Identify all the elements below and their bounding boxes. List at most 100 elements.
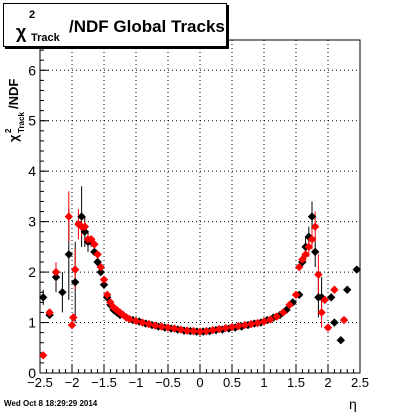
x-tick-label: 0.5 bbox=[223, 375, 241, 390]
title-text: /NDF Global Tracks bbox=[69, 17, 225, 36]
x-tick-label: −0.5 bbox=[155, 375, 181, 390]
data-point bbox=[77, 212, 86, 221]
data-point bbox=[80, 222, 89, 231]
data-point bbox=[96, 267, 105, 277]
data-point bbox=[74, 219, 83, 229]
data-point bbox=[125, 314, 134, 324]
y-tick-label: 2 bbox=[28, 264, 36, 280]
data-point bbox=[323, 323, 333, 332]
data-point bbox=[327, 293, 336, 302]
data-point bbox=[317, 308, 326, 317]
data-point bbox=[285, 300, 294, 310]
data-point bbox=[39, 351, 48, 360]
data-points bbox=[39, 212, 361, 360]
data-point bbox=[69, 313, 78, 322]
x-tick-label: −2.5 bbox=[27, 375, 53, 390]
data-point bbox=[45, 308, 54, 317]
y-axis-label: χ 2 Track /NDF bbox=[4, 79, 26, 142]
data-point bbox=[170, 324, 179, 333]
data-point bbox=[343, 285, 352, 294]
data-point bbox=[202, 326, 211, 336]
data-point bbox=[339, 315, 349, 325]
data-point bbox=[215, 324, 224, 334]
chart-title: χ 2 Track /NDF Global Tracks bbox=[3, 3, 227, 47]
title-symbol: χ bbox=[16, 22, 27, 42]
y-tick-label: 0 bbox=[28, 365, 36, 381]
data-point bbox=[103, 290, 112, 299]
data-point bbox=[266, 315, 275, 324]
data-point bbox=[51, 267, 61, 277]
x-tick-label: 1.5 bbox=[287, 375, 305, 390]
data-point bbox=[307, 235, 317, 244]
data-point bbox=[253, 318, 262, 328]
y-label-superscript: 2 bbox=[4, 128, 13, 133]
error-bars bbox=[42, 186, 323, 328]
data-point bbox=[71, 277, 80, 287]
data-point bbox=[259, 317, 269, 326]
data-point bbox=[189, 326, 198, 336]
y-label-symbol: χ bbox=[6, 134, 21, 142]
data-point bbox=[304, 242, 313, 252]
y-tick-label: 4 bbox=[28, 163, 36, 179]
data-point bbox=[311, 247, 320, 257]
data-point bbox=[109, 303, 118, 312]
x-tick-label: −2 bbox=[65, 375, 80, 390]
x-tick-label: 2.5 bbox=[351, 375, 369, 390]
data-point bbox=[183, 326, 192, 335]
data-point bbox=[301, 250, 310, 259]
data-point bbox=[247, 319, 256, 329]
data-point bbox=[71, 265, 80, 274]
data-point bbox=[330, 318, 339, 327]
data-point bbox=[93, 250, 102, 259]
data-point bbox=[208, 325, 217, 335]
y-label-ndf: /NDF bbox=[6, 79, 21, 109]
y-axis: 0 1 2 3 4 5 6 bbox=[28, 39, 49, 381]
data-point bbox=[272, 312, 281, 321]
data-point bbox=[330, 285, 339, 294]
x-tick-label: 2 bbox=[324, 375, 331, 390]
y-tick-label: 1 bbox=[28, 315, 36, 331]
data-point bbox=[240, 320, 249, 330]
data-point bbox=[99, 275, 109, 284]
data-point bbox=[314, 270, 323, 279]
data-point bbox=[90, 240, 99, 249]
x-tick-label: 0 bbox=[196, 375, 203, 390]
x-tick-label: −1 bbox=[129, 375, 144, 390]
data-point bbox=[221, 323, 230, 333]
data-point bbox=[279, 308, 288, 317]
y-tick-label: 3 bbox=[28, 214, 36, 230]
data-point bbox=[234, 321, 243, 331]
y-tick-label: 5 bbox=[28, 113, 36, 129]
data-point bbox=[320, 295, 329, 305]
data-point bbox=[64, 212, 73, 221]
data-point bbox=[151, 321, 160, 330]
data-point bbox=[311, 222, 320, 231]
data-point bbox=[99, 280, 109, 289]
data-point bbox=[58, 288, 67, 297]
data-point bbox=[51, 272, 61, 282]
data-point bbox=[64, 250, 73, 259]
x-axis: −2.5 −2 −1.5 −1 −0.5 0 0.5 1 1.5 2 2.5 bbox=[27, 364, 369, 390]
data-point bbox=[39, 293, 48, 302]
timestamp-footer: Wed Oct 8 18:29:29 2014 bbox=[4, 399, 98, 408]
data-point bbox=[131, 316, 141, 326]
data-point bbox=[157, 322, 166, 331]
data-point bbox=[336, 336, 345, 345]
title-subscript: Track bbox=[31, 32, 60, 44]
data-point bbox=[176, 325, 185, 334]
y-label-subscript: Track bbox=[17, 112, 26, 133]
data-point bbox=[227, 322, 237, 332]
data-point bbox=[352, 265, 361, 274]
data-point bbox=[67, 320, 77, 330]
data-point bbox=[163, 323, 173, 332]
data-point bbox=[295, 262, 304, 272]
data-point bbox=[144, 319, 153, 329]
data-point bbox=[93, 257, 102, 267]
x-tick-label: −1.5 bbox=[91, 375, 117, 390]
data-point bbox=[291, 290, 301, 299]
x-axis-label: η bbox=[349, 396, 357, 412]
data-point bbox=[298, 255, 307, 264]
data-point bbox=[119, 310, 128, 320]
data-point bbox=[80, 227, 89, 236]
